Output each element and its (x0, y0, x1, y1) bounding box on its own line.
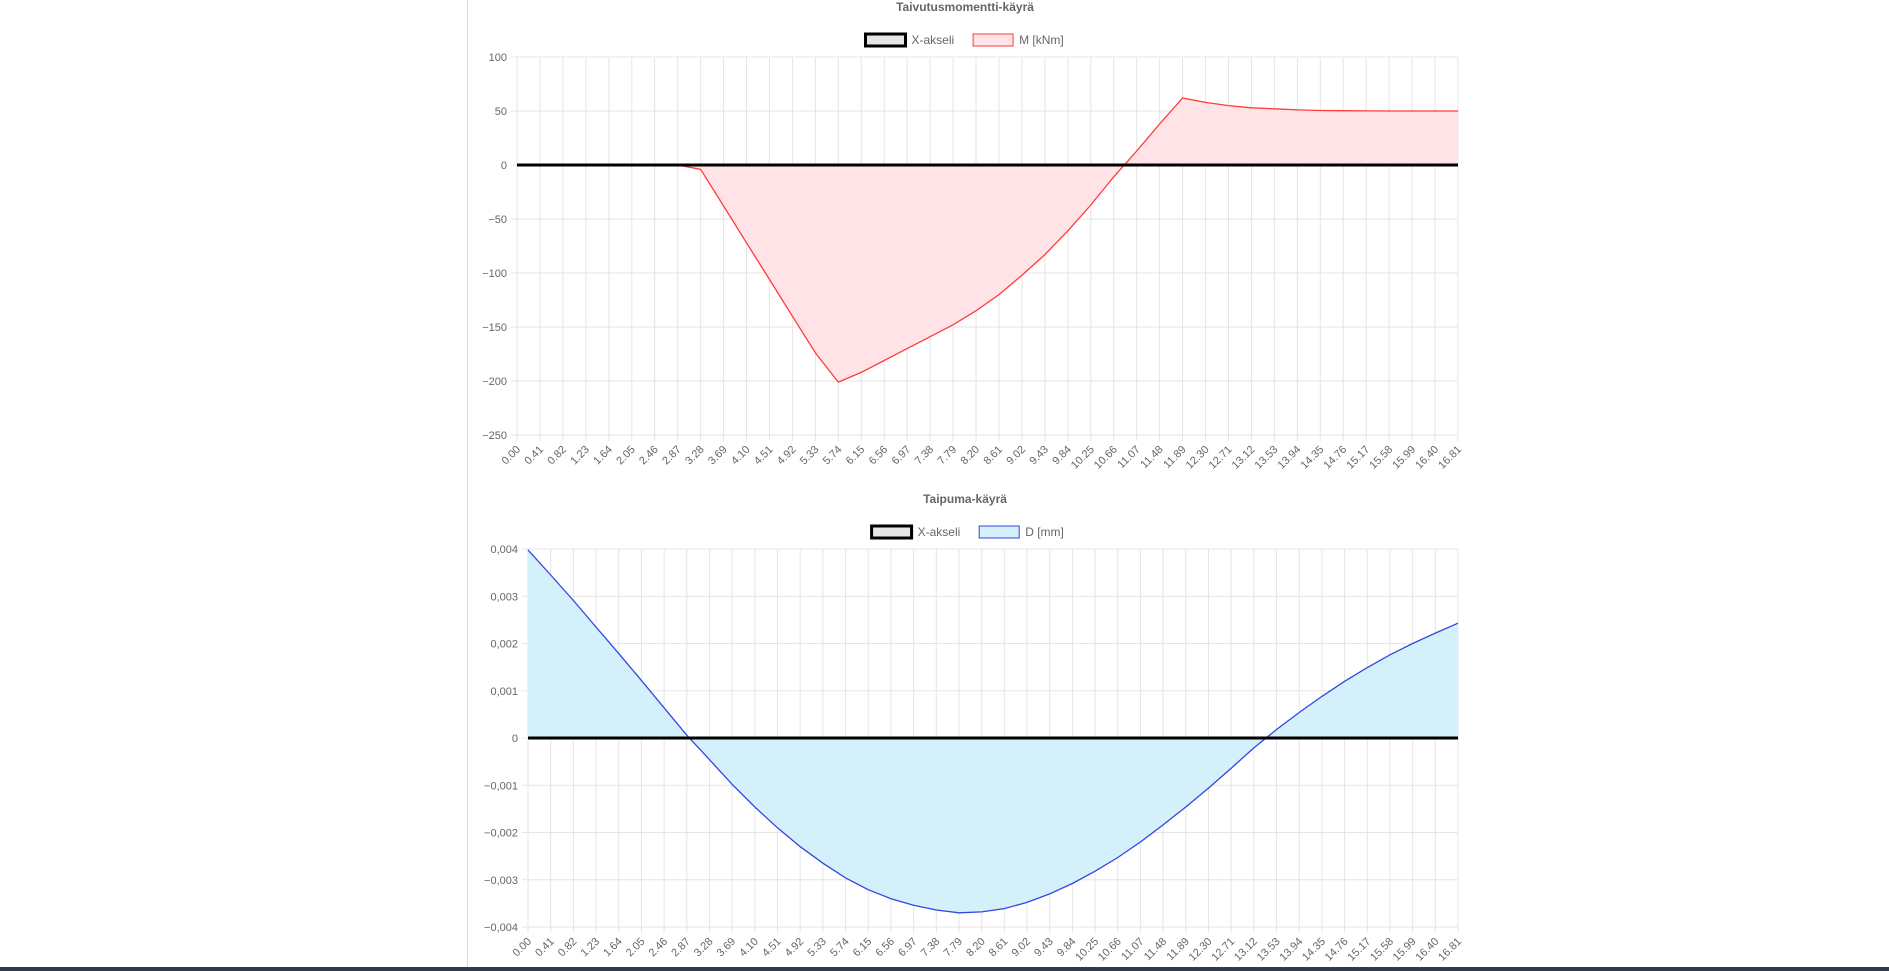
x-tick-label: 12.71 (1209, 936, 1237, 964)
x-tick-label: 4.10 (737, 936, 761, 960)
x-tick-label: 14.35 (1300, 936, 1328, 964)
x-tick-label: 15.99 (1391, 936, 1419, 964)
chart-title: Taivutusmomentti-käyrä (896, 0, 1034, 14)
x-tick-label: 10.66 (1096, 936, 1124, 964)
x-tick-label: 5.74 (828, 936, 852, 960)
legend-label-2: D [mm] (1025, 525, 1064, 539)
x-tick-label: 12.30 (1187, 936, 1215, 964)
series-area-fill (517, 98, 1458, 383)
x-tick-label: 14.76 (1323, 936, 1351, 964)
y-tick-label: 50 (495, 106, 507, 118)
x-tick-label: 15.58 (1368, 936, 1396, 964)
legend-swatch-2 (978, 525, 1020, 539)
y-tick-label: −0,002 (484, 828, 518, 840)
x-tick-label: 3.69 (715, 936, 739, 960)
x-tick-label: 6.15 (851, 936, 875, 960)
x-tick-label: 0.00 (510, 936, 534, 960)
x-tick-label: 6.97 (896, 936, 920, 960)
x-tick-label: 1.23 (579, 936, 603, 960)
x-tick-label: 8.20 (964, 936, 988, 960)
x-tick-label: 2.87 (669, 936, 693, 960)
y-tick-label: −0,003 (484, 875, 518, 887)
chart-title: Taipuma-käyrä (923, 492, 1007, 506)
x-tick-label: 7.38 (919, 936, 943, 960)
y-tick-label: −100 (482, 268, 507, 280)
x-tick-label: 11.48 (1142, 936, 1169, 963)
y-tick-label: −0,001 (484, 780, 518, 792)
x-tick-label: 1.64 (601, 936, 625, 960)
series-area-fill (528, 549, 1458, 913)
x-tick-label: 11.07 (1119, 936, 1146, 963)
legend-swatch-1 (864, 32, 907, 48)
x-tick-label: 6.56 (873, 936, 897, 960)
legend-label-1: X-akseli (918, 525, 961, 539)
x-tick-label: 4.92 (783, 936, 807, 960)
x-tick-label: 7.79 (941, 936, 965, 960)
y-tick-label: 0,002 (490, 639, 518, 651)
x-tick-label: 9.02 (1010, 936, 1034, 960)
series-line (527, 549, 1459, 914)
x-tick-label: 3.28 (692, 936, 716, 960)
legend-swatch-2 (972, 33, 1014, 47)
legend-label-2: M [kNm] (1019, 33, 1064, 47)
y-tick-label: 0,001 (490, 686, 518, 698)
legend: X-akseli D [mm] (870, 524, 1064, 540)
y-tick-label: 0,003 (490, 591, 518, 603)
y-tick-label: 0,004 (490, 544, 518, 556)
y-tick-label: 100 (489, 52, 507, 64)
legend-label-1: X-akseli (912, 33, 955, 47)
left-divider (467, 0, 468, 971)
y-tick-label: 0 (512, 733, 518, 745)
x-tick-label: 10.25 (1073, 936, 1101, 964)
x-tick-label: 16.40 (1413, 936, 1441, 964)
moment-chart: Taivutusmomentti-käyrä X-akseli M [kNm] 100… (482, 0, 1464, 472)
x-tick-label: 0.82 (556, 936, 580, 960)
y-tick-label: −150 (482, 322, 507, 334)
legend-swatch-1 (870, 524, 914, 540)
x-tick-label: 8.61 (987, 936, 1011, 960)
x-tick-label: 0.41 (533, 936, 557, 960)
y-tick-label: −0,004 (484, 922, 518, 934)
x-tick-label: 13.53 (1255, 936, 1283, 964)
y-tick-label: 0 (501, 160, 507, 172)
x-tick-label: 13.12 (1232, 936, 1260, 964)
x-tick-label: 9.43 (1032, 936, 1056, 960)
x-tick-label: 4.51 (760, 936, 784, 960)
x-tick-label: 5.33 (805, 936, 829, 960)
y-tick-label: −250 (482, 430, 507, 442)
y-tick-label: −200 (482, 376, 507, 388)
legend: X-akseli M [kNm] (864, 32, 1064, 48)
x-tick-label: 2.46 (647, 936, 671, 960)
window-bottom-bar (0, 967, 1889, 971)
x-tick-label: 2.05 (624, 936, 648, 960)
x-tick-label: 11.89 (1165, 936, 1192, 963)
x-tick-label: 13.94 (1277, 936, 1305, 964)
x-tick-label: 15.17 (1345, 936, 1373, 964)
y-tick-label: −50 (488, 214, 507, 226)
x-tick-label: 16.81 (1436, 936, 1464, 964)
